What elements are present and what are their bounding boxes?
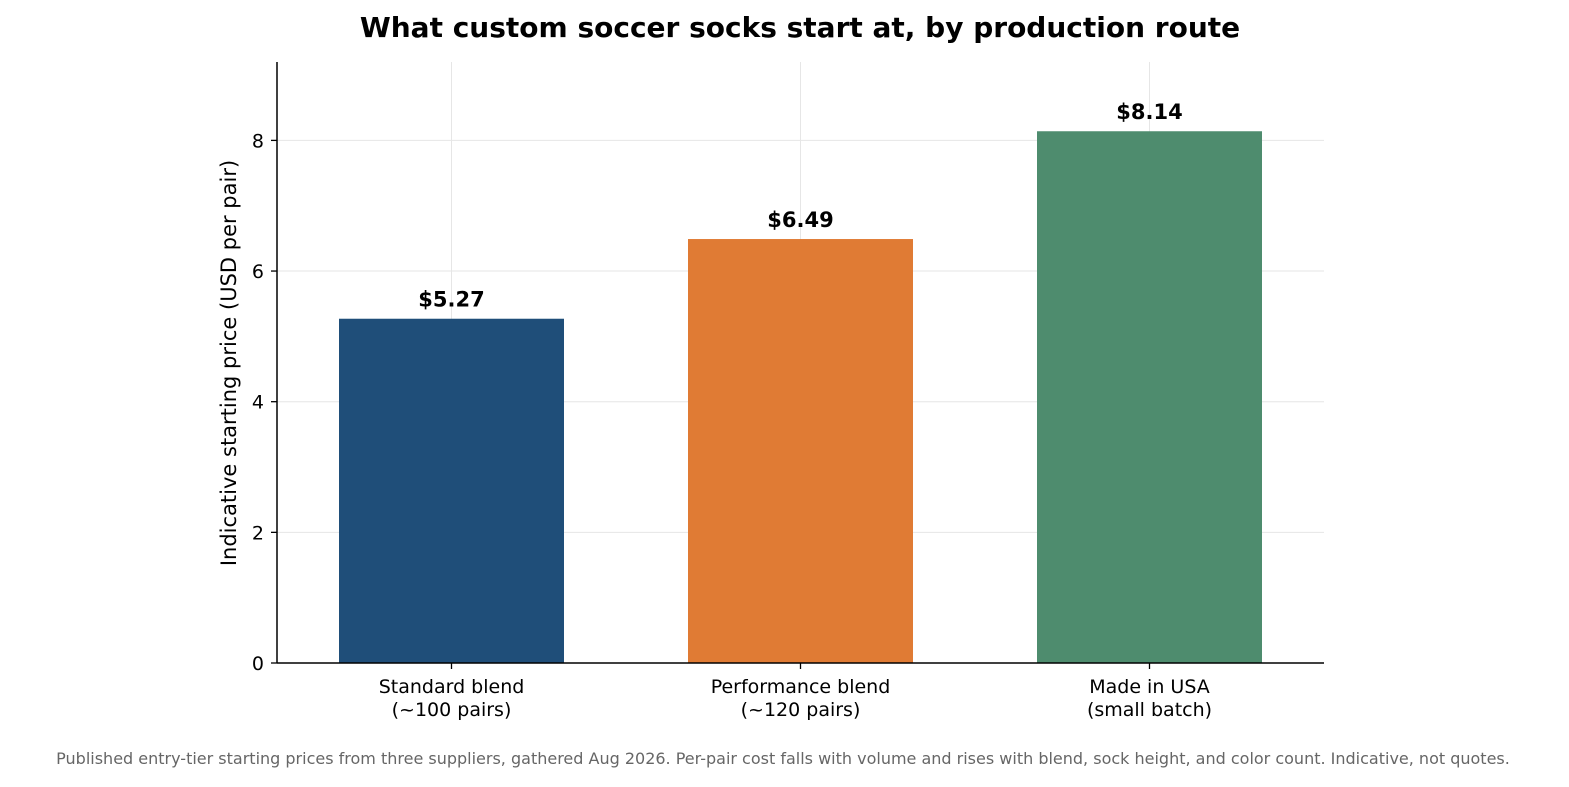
x-tick-label: (~100 pairs) <box>392 699 512 721</box>
x-tick-label: Standard blend <box>379 676 525 698</box>
x-tick-label: (~120 pairs) <box>741 699 861 721</box>
bar <box>688 239 913 663</box>
bar-value-label: $5.27 <box>418 288 484 312</box>
y-tick-label: 8 <box>252 130 264 152</box>
footnote: Published entry-tier starting prices fro… <box>56 749 1510 768</box>
y-axis-label: Indicative starting price (USD per pair) <box>217 160 241 566</box>
y-tick-label: 4 <box>252 392 264 414</box>
y-tick-label: 0 <box>252 653 264 675</box>
x-tick-label: (small batch) <box>1087 699 1212 721</box>
y-tick-label: 2 <box>252 522 264 544</box>
labels-layer: $5.27 $6.49 $8.14 <box>418 100 1182 311</box>
bar <box>339 318 564 663</box>
x-tick-label: Made in USA <box>1089 676 1210 698</box>
y-tick-label: 6 <box>252 261 264 283</box>
bar-value-label: $8.14 <box>1116 100 1182 124</box>
chart-title: What custom soccer socks start at, by pr… <box>360 11 1240 44</box>
bar <box>1037 131 1262 663</box>
bar-value-label: $6.49 <box>767 208 833 232</box>
bars-layer <box>339 131 1262 663</box>
axes-layer: 0 2 4 6 8 Standard blend(~100 pairs) Performan… <box>252 62 1324 721</box>
x-tick-label: Performance blend <box>711 676 891 698</box>
